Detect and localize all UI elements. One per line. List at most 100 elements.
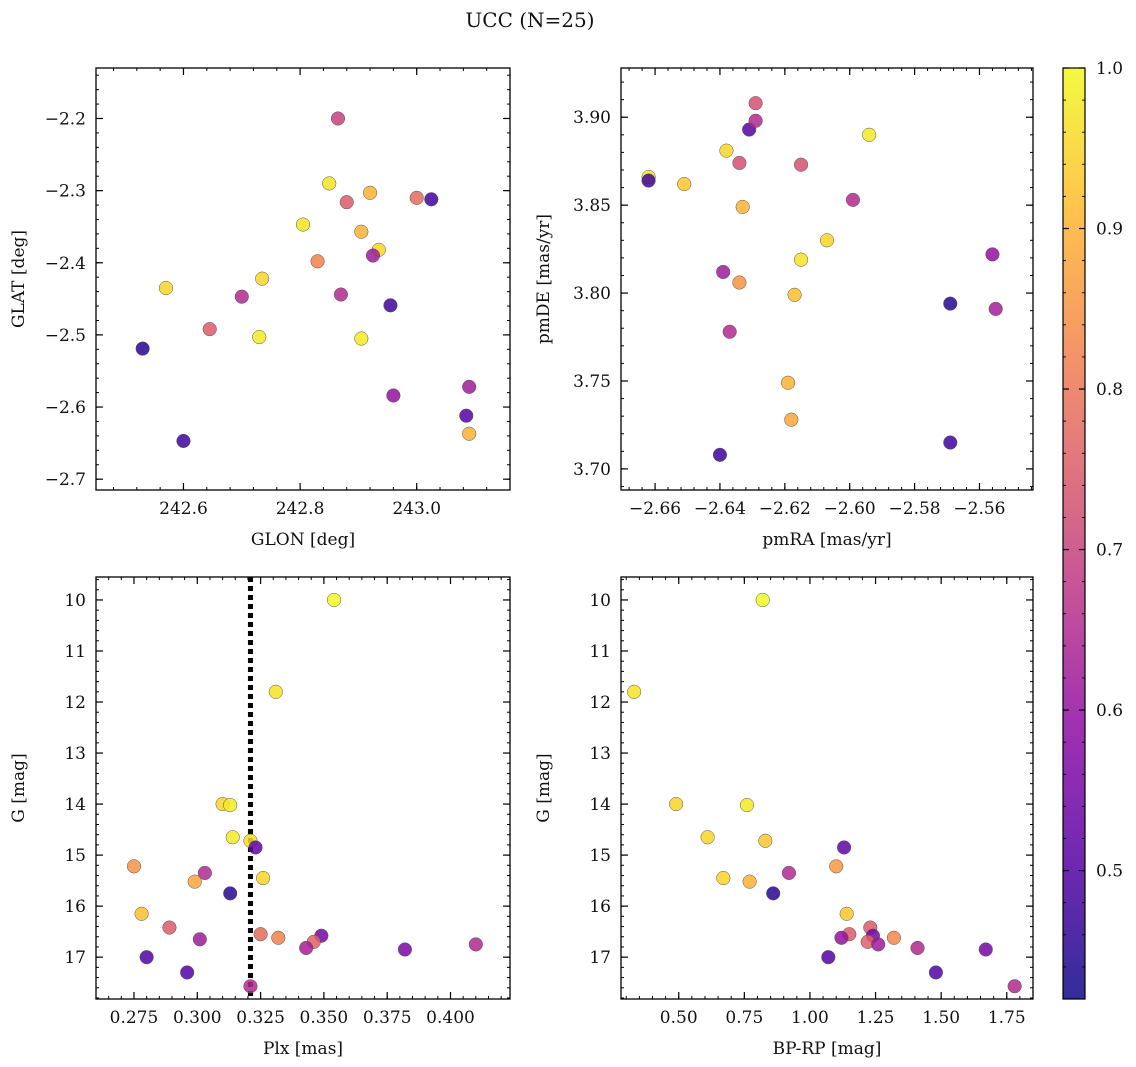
scatter-point	[928, 965, 943, 980]
y-tick-label: 3.85	[573, 196, 611, 216]
y-tick-label: 16	[589, 897, 611, 917]
scatter-point	[793, 252, 809, 267]
y-tick-label: 14	[589, 795, 611, 815]
scatter-point	[755, 592, 770, 608]
scatter-point	[365, 248, 381, 263]
scatter-point	[712, 447, 727, 462]
scatter-point	[871, 937, 886, 952]
scatter-point	[424, 192, 439, 207]
scatter-point	[354, 224, 369, 239]
scatter-point	[641, 173, 656, 188]
panel-pmra-pmde: −2.66 −2.64 −2.62 −2.60 −2.58 −2.56 3.70 3.75 3.…	[534, 67, 1034, 550]
scatter-point	[162, 920, 177, 935]
scatter-point	[468, 937, 483, 952]
scatter-point	[839, 906, 854, 921]
colorbar: 0.5 0.6 0.7 0.8 0.9 1.0	[1062, 59, 1123, 1000]
scatter-point	[187, 874, 202, 889]
plot-frame	[95, 576, 511, 1000]
x-axis-label: Plx [mas]	[263, 1039, 343, 1059]
scatter-point	[299, 940, 314, 956]
plot-frame	[620, 67, 1034, 491]
scatter-point	[719, 143, 734, 158]
scatter-point	[295, 217, 311, 232]
scatter-point	[819, 233, 835, 248]
scatter-point	[978, 942, 993, 957]
scatter-point	[781, 375, 796, 390]
scatter-point	[793, 157, 809, 172]
scatter-point	[176, 433, 191, 448]
y-tick-label: 10	[589, 591, 611, 611]
colorbar-tick-label: 0.9	[1096, 220, 1123, 240]
y-tick-label: 11	[64, 642, 86, 662]
y-tick-label: 15	[589, 846, 611, 866]
scatter-point	[910, 940, 925, 956]
x-tick-label: 0.400	[426, 1008, 475, 1028]
y-tick-label: 12	[64, 693, 86, 713]
scatter-point	[627, 684, 642, 699]
y-tick-label: 11	[589, 642, 611, 662]
scatter-point	[748, 96, 763, 111]
scatter-point	[988, 301, 1003, 316]
scatter-point	[1007, 979, 1022, 994]
scatter-point	[339, 195, 354, 210]
scatter-point	[735, 199, 750, 214]
scatter-point	[180, 965, 195, 980]
y-tick-label: 3.90	[573, 108, 611, 128]
scatter-point	[732, 155, 747, 170]
scatter-point	[202, 322, 217, 337]
scatter-point	[700, 830, 715, 845]
y-tick-label: −2.4	[45, 254, 86, 274]
scatter-point	[462, 426, 477, 441]
scatter-point	[158, 280, 174, 296]
scatter-point	[271, 930, 286, 945]
scatter-point	[716, 871, 731, 886]
y-tick-label: −2.2	[45, 109, 86, 129]
y-tick-label: 14	[64, 795, 86, 815]
scatter-point	[758, 833, 773, 848]
x-tick-label: 0.275	[110, 1008, 159, 1028]
scatter-point	[397, 942, 412, 957]
x-axis-label: GLON [deg]	[251, 530, 355, 550]
y-tick-label: 13	[64, 744, 86, 764]
scatter-point	[943, 296, 958, 311]
x-tick-label: 0.75	[725, 1008, 763, 1028]
scatter-point	[197, 865, 212, 881]
scatter-point	[223, 798, 238, 813]
panel-plx-g: 0.275 0.300 0.325 0.350 0.375 0.400 10 11 12 13 14…	[9, 576, 511, 1059]
x-tick-label: −2.66	[629, 499, 681, 519]
x-tick-label: −2.62	[759, 499, 811, 519]
scatter-point	[409, 190, 424, 205]
y-axis-label: G [mag]	[9, 753, 29, 822]
scatter-point	[126, 859, 142, 874]
scatter-point	[669, 797, 684, 812]
scatter-point	[943, 435, 958, 450]
scatter-point	[252, 330, 267, 345]
scatter-point	[766, 886, 781, 901]
y-tick-label: 16	[64, 897, 86, 917]
scatter-point	[462, 379, 477, 394]
scatter-point	[834, 930, 849, 945]
x-tick-label: −2.58	[889, 499, 941, 519]
x-tick-label: 243.0	[392, 499, 441, 519]
scatter-point	[223, 886, 238, 901]
y-tick-label: 12	[589, 693, 611, 713]
x-tick-label: 0.375	[363, 1008, 412, 1028]
scatter-point	[845, 192, 861, 207]
plot-frame	[620, 576, 1034, 1000]
x-tick-label: 0.350	[300, 1008, 349, 1028]
plot-frame	[95, 67, 511, 491]
scatter-point	[732, 275, 747, 290]
colorbar-tick-label: 0.8	[1096, 380, 1123, 400]
scatter-point	[383, 298, 398, 313]
scatter-point	[862, 127, 877, 142]
scatter-point	[739, 798, 755, 813]
y-axis-label: G [mag]	[534, 753, 554, 822]
x-tick-label: −2.60	[824, 499, 876, 519]
scatter-point	[677, 177, 692, 192]
scatter-point	[333, 287, 348, 302]
x-axis-label: pmRA [mas/yr]	[762, 530, 891, 550]
x-tick-label: −2.64	[694, 499, 746, 519]
scatter-point	[784, 412, 799, 427]
x-tick-label: 1.50	[922, 1008, 960, 1028]
panel-glon-glat: 242.6 242.8 243.0 −2.7 −2.6 −2.5 −2.4 −2.3 −2.2 G…	[9, 67, 511, 550]
